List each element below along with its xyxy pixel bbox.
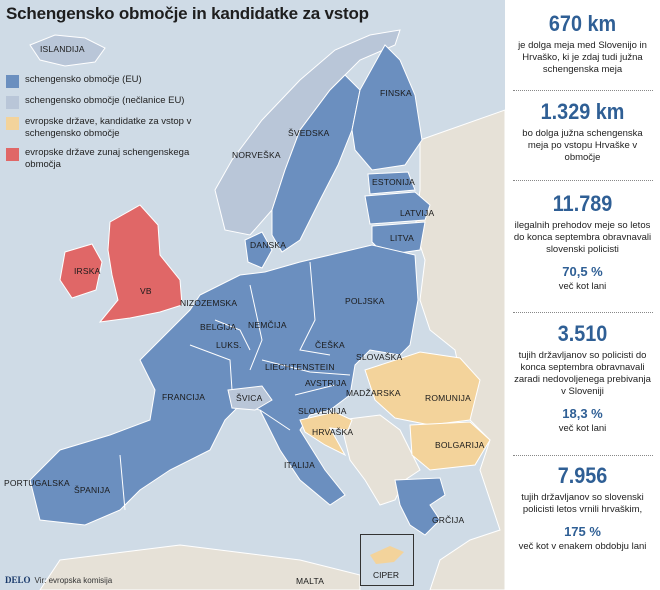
stat-sub: več kot lani [558,423,607,434]
legend-item-candidate: evropske države, kandidatke za vstop v s… [6,116,206,140]
label-ceska: ČEŠKA [315,340,345,350]
shape-finland [351,44,423,171]
map-title: Schengensko območje in kandidatke za vst… [6,4,369,23]
label-bolgarija: BOLGARIJA [435,440,485,450]
shape-ireland [59,243,103,299]
shape-estonia [367,171,416,195]
label-hrvaska: HRVAŠKA [312,427,354,437]
label-spanija: ŠPANIJA [74,485,111,495]
stat-value: 7.956 [557,463,608,488]
divider [513,180,653,181]
legend-item-schengen-non-eu: schengensko območje (nečlanice EU) [6,95,206,109]
stat-text: tujih državljanov so slovenski policisti… [521,492,644,515]
label-svedska: ŠVEDSKA [288,128,330,138]
stat-text: je dolga meja med Slovenijo in Hrvaško, … [518,40,647,75]
label-romunija: ROMUNIJA [425,393,471,403]
stat-text: ilegalnih prehodov meje so letos do konc… [513,220,652,255]
label-malta: MALTA [296,576,325,586]
label-svica: ŠVICA [236,393,263,403]
label-luks: LUKS. [216,340,242,350]
label-irska: IRSKA [74,266,101,276]
shape-latvia [364,191,431,225]
stat-block: 7.956 tujih državljanov so slovenski pol… [505,463,660,553]
stat-value: 670 km [548,11,617,36]
label-slovaska: SLOVAŠKA [356,352,403,362]
label-italija: ITALIJA [284,460,316,470]
legend: schengensko območje (EU) schengensko obm… [6,74,206,178]
label-finska: FINSKA [380,88,412,98]
label-francija: FRANCIJA [162,392,206,402]
label-litva: LITVA [390,233,414,243]
label-avstrija: AVSTRIJA [305,378,347,388]
stat-value: 3.510 [557,321,608,346]
europe-map [29,29,505,590]
label-slovenija: SLOVENIJA [298,406,347,416]
stat-percent: 175 % [564,524,601,539]
label-nizozemska: NIZOZEMSKA [180,298,238,308]
legend-item-outside: evropske države zunaj schengenskega obmo… [6,147,206,171]
internal-borders [119,261,351,511]
divider [513,312,653,313]
stat-block: 11.789 ilegalnih prehodov meje so letos … [505,191,660,293]
shape-uk [98,204,183,323]
divider [513,90,653,91]
legend-label: schengensko območje (EU) [25,74,142,85]
label-estonija: ESTONIJA [372,177,416,187]
stat-sub: več kot v enakem obdobju lani [518,541,647,552]
stat-text: tujih državljanov so policisti do konca … [514,350,651,397]
brand-logo: DELO [5,575,31,585]
label-norveska: NORVEŠKA [232,150,281,160]
legend-label: evropske države, kandidatke za vstop v s… [25,116,192,139]
legend-item-schengen-eu: schengensko območje (EU) [6,74,206,88]
label-vb: VB [140,286,152,296]
source-line: DELO Vir: evropska komisija [5,575,112,585]
label-nemcija: NEMČIJA [248,320,287,330]
stat-percent: 70,5 % [562,264,603,279]
legend-swatch-schengen-non-eu [6,96,19,109]
shape-iceland [29,34,106,67]
shape-continental-schengen [29,244,419,526]
label-ciper: CIPER [373,570,399,580]
legend-label: schengensko območje (nečlanice EU) [25,95,185,106]
stat-sub: več kot lani [558,281,607,292]
stat-value: 1.329 km [540,99,625,124]
shape-greece [394,477,446,536]
stat-block: 1.329 km bo dolga južna schengenska meja… [505,100,660,164]
label-liechtenstein: LIECHTENSTEIN [265,362,335,372]
label-grcija: GRČIJA [432,515,465,525]
label-belgija: BELGIJA [200,322,237,332]
stat-block: 3.510 tujih državljanov so policisti do … [505,321,660,435]
legend-label: evropske države zunaj schengenskega obmo… [25,147,190,170]
label-latvija: LATVIJA [400,208,435,218]
legend-swatch-schengen-eu [6,75,19,88]
shape-romania [364,351,481,426]
legend-swatch-outside [6,148,19,161]
divider [513,455,653,456]
source-text: Vir: evropska komisija [34,576,113,585]
label-madzarska: MADŽARSKA [346,388,401,398]
label-portugalska: PORTUGALSKA [4,478,70,488]
legend-swatch-candidate [6,117,19,130]
stat-value: 11.789 [552,191,613,216]
label-islandija: ISLANDIJA [40,44,85,54]
shape-switzerland [227,385,273,411]
label-danska: DANSKA [250,240,287,250]
stat-block: 670 km je dolga meja med Slovenijo in Hr… [505,12,660,76]
shape-croatia [299,411,353,457]
label-poljska: POLJSKA [345,296,385,306]
shape-bulgaria [409,421,491,471]
stat-percent: 18,3 % [562,406,603,421]
shape-denmark [244,231,273,269]
stats-sidebar: 670 km je dolga meja med Slovenijo in Hr… [505,0,660,590]
map-panel: Schengensko območje in kandidatke za vst… [0,0,505,590]
stat-text: bo dolga južna schengenska meja po vstop… [522,128,643,163]
